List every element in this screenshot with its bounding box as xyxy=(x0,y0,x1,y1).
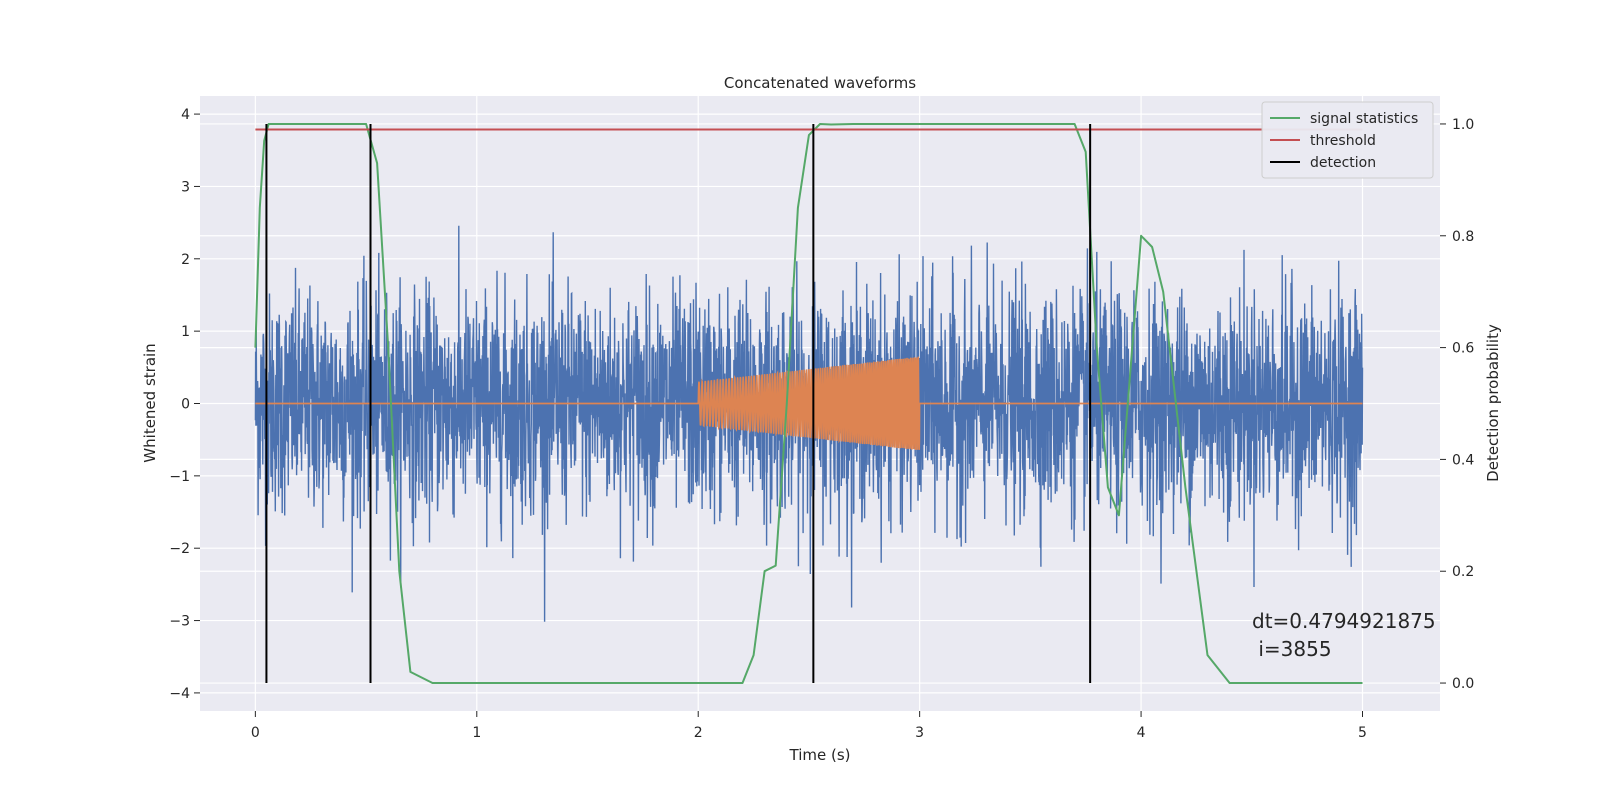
y-tick-label: −1 xyxy=(169,469,190,485)
x-tick-label: 3 xyxy=(915,725,924,741)
ticks: 0 1 2 3 4 5 −4 −3 −2 −1 0 1 2 3 4 0.0 0.2 0.4 0.6 0.8 1.0 xyxy=(169,107,1474,741)
y-right-tick-label: 0.8 xyxy=(1452,229,1474,245)
x-tick-label: 2 xyxy=(694,725,703,741)
y-axis-right-label: Detection probability xyxy=(1484,324,1502,482)
x-tick-label: 0 xyxy=(251,725,260,741)
legend-entry-label: signal statistics xyxy=(1310,111,1418,127)
y-tick-label: −2 xyxy=(169,541,190,557)
y-axis-label: Whitened strain xyxy=(141,343,159,462)
y-right-tick-label: 0.2 xyxy=(1452,564,1474,580)
series-layer xyxy=(254,123,1364,684)
y-tick-label: 1 xyxy=(181,324,190,340)
annotation-line-2: i=3855 xyxy=(1252,637,1332,661)
y-right-tick-label: 0.4 xyxy=(1452,452,1474,468)
injected-waveform-line xyxy=(697,356,921,451)
y-tick-label: 4 xyxy=(181,107,190,123)
y-tick-label: 0 xyxy=(181,397,190,413)
x-tick-label: 4 xyxy=(1137,725,1146,741)
annotation: dt=0.4794921875 i=3855 xyxy=(1252,609,1436,661)
legend-box xyxy=(1261,101,1434,179)
y-tick-label: −4 xyxy=(169,686,190,702)
y-tick-label: 2 xyxy=(181,252,190,268)
strain-series-line xyxy=(254,225,1364,622)
signal-statistics-line xyxy=(254,123,1363,684)
x-tick-label: 5 xyxy=(1358,725,1367,741)
chart-title: Concatenated waveforms xyxy=(724,74,916,92)
legend-entry-label: detection xyxy=(1310,155,1376,171)
y-right-tick-label: 0.0 xyxy=(1452,676,1474,692)
y-tick-label: −3 xyxy=(169,614,190,630)
legend: signal statistics threshold detection xyxy=(1261,101,1434,179)
annotation-line-1: dt=0.4794921875 xyxy=(1252,609,1436,633)
legend-entry-label: threshold xyxy=(1310,133,1376,149)
y-tick-label: 3 xyxy=(181,179,190,195)
x-tick-label: 1 xyxy=(472,725,481,741)
y-right-tick-label: 0.6 xyxy=(1452,341,1474,357)
y-right-tick-label: 1.0 xyxy=(1452,117,1474,133)
x-axis-label: Time (s) xyxy=(789,746,851,764)
